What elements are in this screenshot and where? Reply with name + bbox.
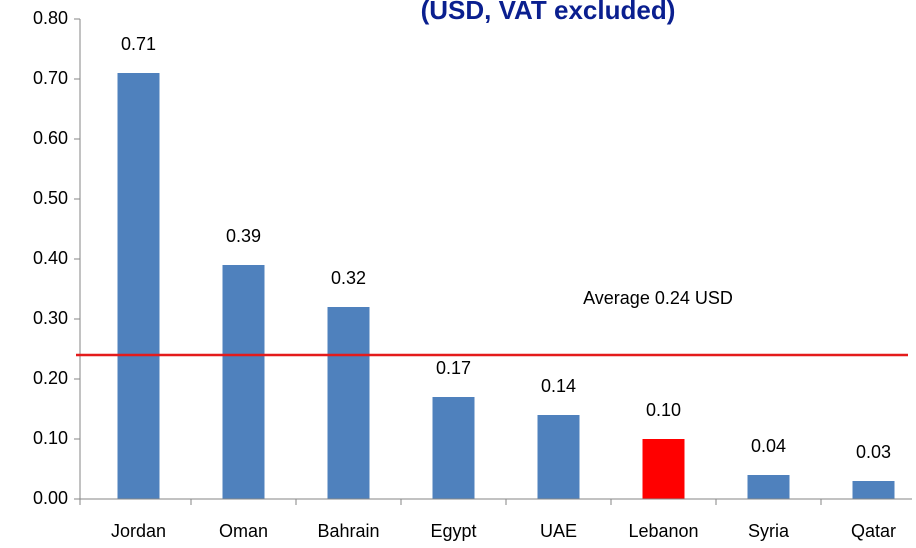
chart-title: (USD, VAT excluded)	[421, 0, 676, 25]
bar	[537, 415, 580, 499]
data-label: 0.03	[856, 442, 891, 462]
bar	[852, 481, 895, 499]
y-tick-label: 0.50	[33, 188, 68, 208]
x-tick-label: Oman	[219, 521, 268, 541]
bar	[327, 307, 370, 499]
x-tick-label: Egypt	[430, 521, 476, 541]
bar	[432, 397, 475, 499]
y-tick-label: 0.40	[33, 248, 68, 268]
data-label: 0.39	[226, 226, 261, 246]
data-label: 0.17	[436, 358, 471, 378]
data-label: 0.71	[121, 34, 156, 54]
data-label: 0.14	[541, 376, 576, 396]
y-tick-label: 0.10	[33, 428, 68, 448]
bar	[747, 475, 790, 499]
y-tick-label: 0.30	[33, 308, 68, 328]
x-tick-label: Jordan	[111, 521, 166, 541]
x-tick-label: Lebanon	[628, 521, 698, 541]
data-label: 0.32	[331, 268, 366, 288]
bar	[117, 73, 160, 499]
y-tick-label: 0.20	[33, 368, 68, 388]
y-tick-label: 0.80	[33, 8, 68, 28]
y-tick-label: 0.00	[33, 488, 68, 508]
x-tick-label: Qatar	[851, 521, 896, 541]
bar	[222, 265, 265, 499]
bar	[642, 439, 685, 499]
x-tick-label: Syria	[748, 521, 790, 541]
data-label: 0.04	[751, 436, 786, 456]
x-tick-label: UAE	[540, 521, 577, 541]
y-tick-label: 0.70	[33, 68, 68, 88]
y-tick-label: 0.60	[33, 128, 68, 148]
data-label: 0.10	[646, 400, 681, 420]
average-label: Average 0.24 USD	[583, 288, 733, 308]
x-tick-label: Bahrain	[317, 521, 379, 541]
